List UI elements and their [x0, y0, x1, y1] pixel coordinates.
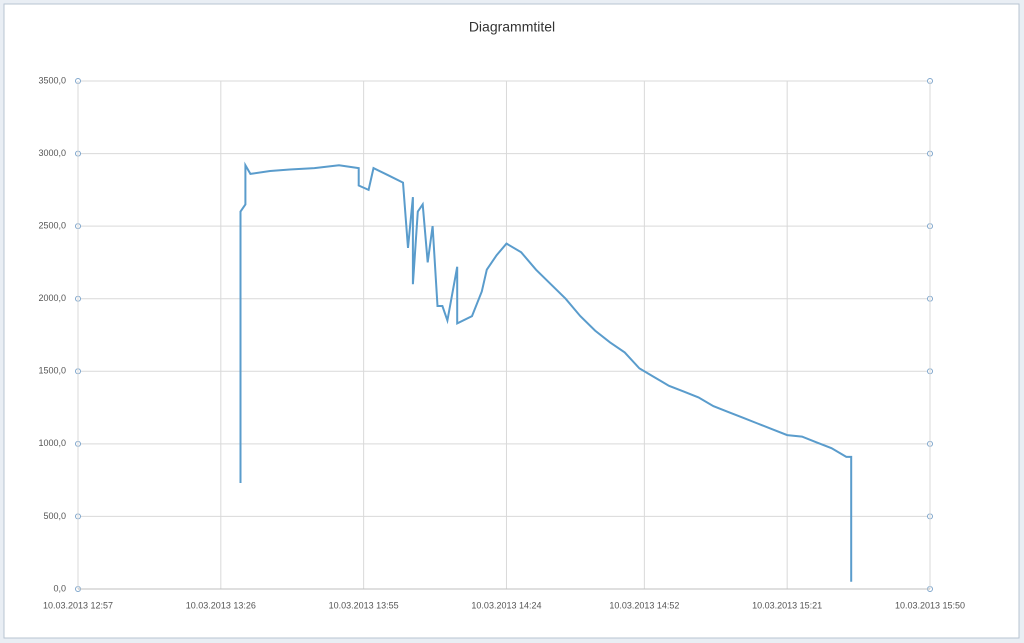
- x-tick-label: 10.03.2013 15:21: [752, 600, 822, 610]
- x-tick-label: 10.03.2013 13:55: [329, 600, 399, 610]
- y-tick-label: 2000,0: [38, 293, 66, 303]
- y-tick-label: 3500,0: [38, 75, 66, 85]
- x-tick-label: 10.03.2013 12:57: [43, 600, 113, 610]
- x-tick-label: 10.03.2013 14:52: [609, 600, 679, 610]
- y-tick-label: 1500,0: [38, 366, 66, 376]
- data-line: [239, 161, 853, 582]
- x-tick-label: 10.03.2013 14:24: [471, 600, 541, 610]
- x-tick-label: 10.03.2013 15:50: [895, 600, 965, 610]
- y-tick-label: 3000,0: [38, 148, 66, 158]
- chart-area: [3, 3, 1020, 639]
- y-tick-label: 0,0: [53, 583, 66, 593]
- x-tick-label: 10.03.2013 13:26: [186, 600, 256, 610]
- y-tick-label: 2500,0: [38, 221, 66, 231]
- y-tick-label: 1000,0: [38, 438, 66, 448]
- y-tick-label: 500,0: [43, 511, 66, 521]
- chart-title: Diagrammtitel: [469, 19, 555, 35]
